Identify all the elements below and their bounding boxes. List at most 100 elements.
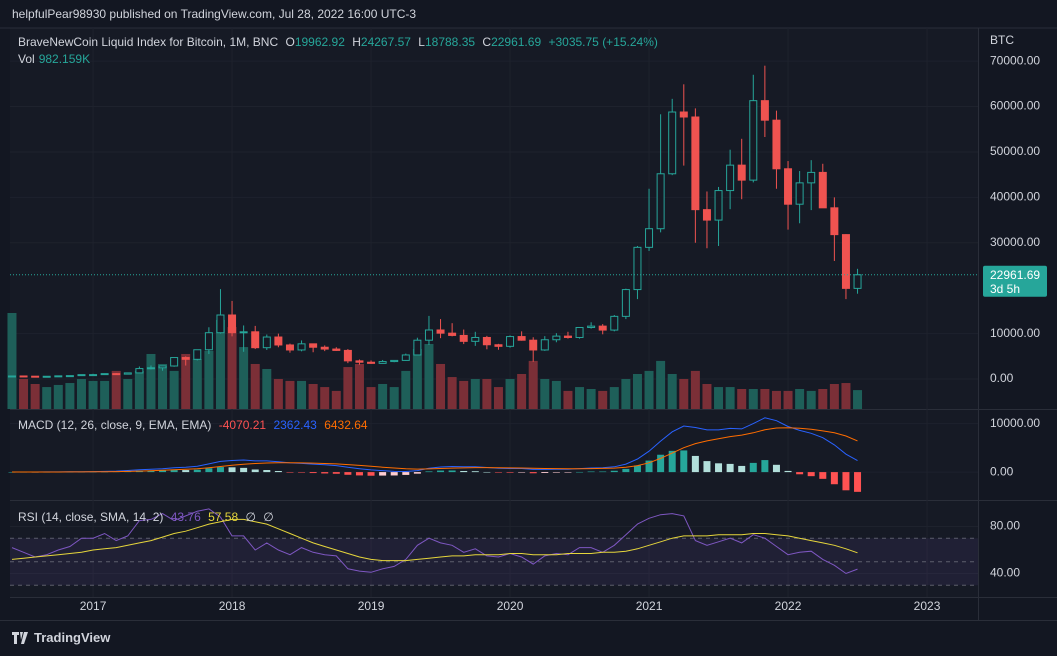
candle-body: [540, 339, 549, 351]
macd-value: 2362.43: [273, 418, 317, 432]
candle-body: [401, 354, 410, 361]
change-value: +3035.75 (+15.24%): [548, 35, 658, 49]
volume-bar: [181, 353, 191, 409]
volume-bar: [725, 387, 735, 409]
macd-histogram-bar: [437, 470, 445, 473]
ohlc-value: 18788.35: [424, 35, 476, 49]
y-tick-label: 50000.00: [990, 144, 1040, 158]
volume-bar: [563, 390, 573, 409]
macd-histogram-bar: [240, 467, 248, 473]
macd-histogram-bar: [286, 472, 294, 473]
macd-line: [12, 417, 858, 473]
volume-bar: [297, 380, 307, 409]
rsi-ma-value: 57.58: [208, 510, 239, 524]
volume-bar: [88, 380, 98, 409]
volume-bar: [748, 388, 758, 409]
plot-background: [10, 28, 978, 597]
macd-histogram-bar: [367, 472, 375, 476]
candle-body: [830, 207, 839, 236]
macd-histogram-bar: [622, 468, 630, 473]
y-tick-label: 10000.00: [990, 326, 1040, 340]
rsi-title: RSI (14, close, SMA, 14, 2): [18, 510, 164, 524]
macd-histogram-bar: [274, 471, 282, 473]
volume-bar: [575, 387, 585, 409]
macd-signal-value: 6432.64: [324, 418, 368, 432]
x-tick-label: 2022: [775, 599, 802, 613]
x-tick-label: 2020: [497, 599, 524, 613]
candle-body: [297, 343, 306, 351]
macd-histogram-bar: [633, 465, 641, 473]
macd-histogram-bar: [738, 465, 746, 473]
ohlc-key: C: [482, 35, 492, 49]
macd-histogram-bar: [668, 450, 676, 473]
ohlc-value: 19962.92: [294, 35, 345, 49]
macd-histogram-bar: [726, 463, 734, 473]
candle-body: [587, 325, 596, 328]
macd-histogram-bar: [321, 472, 329, 474]
candle-body: [320, 346, 329, 350]
candle-body: [610, 315, 619, 331]
volume-bar: [424, 343, 434, 409]
candle-body: [702, 209, 711, 221]
macd-histogram-bar: [309, 472, 317, 474]
macd-histogram-bar: [830, 472, 838, 485]
volume-bar: [632, 373, 642, 409]
volume-bar: [100, 380, 110, 409]
macd-histogram-bar: [216, 467, 224, 473]
volume-bar: [690, 370, 700, 409]
macd-histogram-bar: [518, 472, 526, 473]
macd-histogram-bar: [193, 469, 201, 473]
countdown-label: 3d 5h: [990, 282, 1020, 296]
macd-histogram-bar: [715, 463, 723, 473]
macd-histogram-bar: [448, 470, 456, 473]
volume-bar: [65, 383, 75, 409]
macd-histogram-bar: [506, 472, 514, 473]
volume-bar: [123, 378, 133, 409]
candle-body: [760, 100, 769, 121]
candle-body: [42, 375, 51, 378]
candle-body: [575, 326, 584, 338]
candle-body: [19, 375, 28, 378]
macd-histogram-bar: [807, 472, 815, 477]
volume-value: 982.159K: [38, 52, 91, 66]
macd-histogram-bar: [298, 472, 306, 473]
candle-body: [89, 374, 98, 377]
volume-bar: [250, 363, 260, 409]
macd-histogram-bar: [390, 472, 398, 476]
macd-histogram-bar: [680, 450, 688, 473]
volume-bar: [702, 383, 712, 409]
volume-bar: [273, 378, 283, 409]
candle-body: [841, 234, 850, 289]
volume-bar: [841, 383, 851, 409]
candle-body: [367, 361, 376, 364]
volume-bar: [737, 388, 747, 409]
candle-body: [459, 334, 468, 342]
ohlc-key: H: [352, 35, 361, 49]
macd-histogram-bar: [576, 471, 584, 473]
volume-bar: [320, 387, 330, 409]
candle-body: [251, 331, 260, 349]
candle-body: [772, 119, 781, 170]
macd-histogram-bar: [344, 472, 352, 475]
candle-body: [54, 375, 63, 378]
y-tick-label: 60000.00: [990, 99, 1040, 113]
volume-bar: [679, 378, 689, 409]
volume-bar: [158, 363, 168, 409]
volume-bar: [656, 360, 666, 409]
macd-title: MACD (12, 26, close, 9, EMA, EMA): [18, 418, 212, 432]
volume-bar: [308, 383, 318, 409]
candle-body: [262, 336, 271, 349]
candle-body: [123, 372, 132, 375]
macd-histogram-bar: [610, 470, 618, 473]
rsi-line: [11, 518, 858, 562]
volume-bar: [134, 370, 144, 409]
volume-bar: [517, 373, 527, 409]
volume-bar: [783, 390, 793, 409]
logo: [12, 631, 28, 644]
macd-histogram-bar: [159, 470, 167, 473]
macd-histogram-bar: [796, 472, 804, 475]
candle-body: [714, 190, 723, 221]
macd-histogram-bar: [228, 467, 236, 473]
volume-name: Vol: [18, 52, 35, 66]
candle-body: [506, 336, 515, 347]
